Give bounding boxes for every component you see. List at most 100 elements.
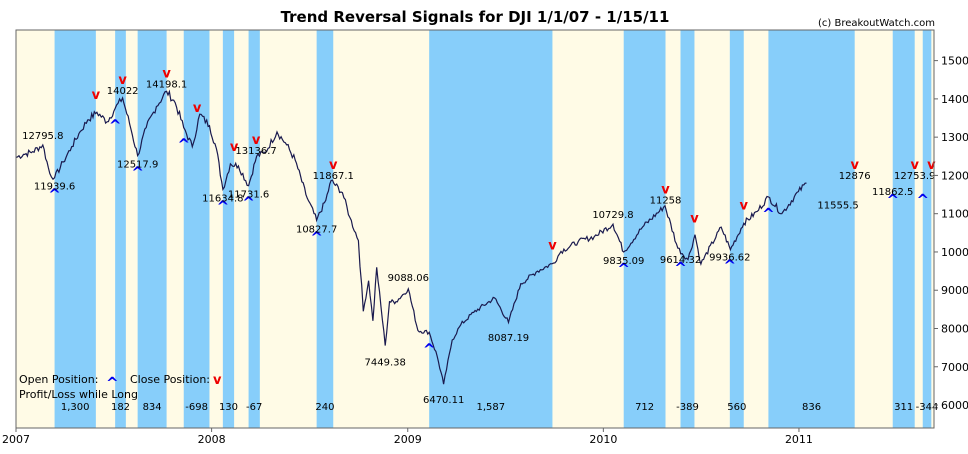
long-band-9 (680, 30, 695, 428)
pl-value-2: 834 (143, 402, 162, 413)
open-signal-icon-14: ^ (423, 340, 436, 358)
open-signal-icon-24: ^ (886, 191, 899, 209)
long-band-6 (316, 30, 334, 428)
signal-value-9835-09: 9835.09 (603, 256, 644, 267)
signal-value-12876: 12876 (839, 171, 871, 182)
long-band-3 (183, 30, 210, 428)
close-signal-icon-11: v (252, 133, 261, 148)
signal-value-13136-7: 13136.7 (235, 146, 276, 157)
price-line (15, 89, 807, 385)
close-signal-icon-9: v (230, 140, 239, 155)
long-band-12 (892, 30, 915, 428)
value-label-12795-8: 12795.8 (22, 131, 63, 142)
pl-value-8: 712 (635, 402, 654, 413)
y-tick-label-15000: 15000 (941, 55, 968, 68)
open-signal-icon-26: ^ (916, 191, 929, 209)
close-signal-icon-27: v (927, 158, 936, 173)
pl-labels: 1,300 182 834 -698 130 -67 240 1,587 712 -389 560 8… (61, 402, 938, 413)
y-tick-label-9000: 9000 (941, 284, 968, 297)
pl-value-6: 240 (315, 402, 334, 413)
plot-frame (15, 29, 935, 429)
close-signal-icon-3: v (118, 73, 127, 88)
signal-value-11634-8: 11634.8 (202, 193, 243, 204)
value-labels: 11939.6 14022 12517.9 14198.1 11634.811731.6… (22, 79, 935, 406)
open-signal-icon-20: ^ (724, 256, 737, 274)
legend-close-icon: v (213, 373, 222, 388)
open-signal-icon-4: ^ (131, 164, 144, 182)
value-label-6470-11: 6470.11 (423, 395, 464, 406)
x-tick-label-2009: 2009 (394, 433, 422, 446)
close-signal-icon-7: v (193, 101, 202, 116)
y-tick-label-11000: 11000 (941, 208, 968, 221)
close-signal-icon-13: v (329, 158, 338, 173)
signal-value-9936-62: 9936.62 (709, 252, 750, 263)
open-signal-icon-16: ^ (617, 260, 630, 278)
long-band-5 (248, 30, 260, 428)
open-signal-icon-10: ^ (242, 194, 255, 212)
pl-value-11: 836 (802, 402, 821, 413)
signal-value-11939-6: 11939.6 (34, 182, 75, 193)
pl-value-12: 311 (894, 402, 913, 413)
long-band-2 (137, 30, 167, 428)
value-label-10729-8: 10729.8 (592, 210, 633, 221)
pl-value-5: -67 (246, 402, 262, 413)
x-tick-label-2007: 2007 (2, 433, 30, 446)
chart-credit: (c) BreakoutWatch.com (818, 18, 935, 29)
y-tick-label-7000: 7000 (941, 361, 968, 374)
value-label-9088-06: 9088.06 (388, 273, 429, 284)
y-tick-label-8000: 8000 (941, 323, 968, 336)
long-band-0 (54, 30, 96, 428)
long-band-8 (623, 30, 666, 428)
signal-value-10827-7: 10827.7 (296, 224, 337, 235)
y-tick-label-10000: 10000 (941, 246, 968, 259)
x-tick-label-2011: 2011 (785, 433, 813, 446)
pl-value-9: -389 (676, 402, 699, 413)
legend-pl-label: Profit/Loss while Long (19, 388, 138, 401)
long-band-1 (115, 30, 126, 428)
close-signal-icon-17: v (661, 183, 670, 198)
long-band-10 (729, 30, 744, 428)
value-label-11555-5: 11555.5 (817, 200, 858, 211)
open-signal-icon-8: ^ (217, 197, 230, 215)
y-tick-label-6000: 6000 (941, 399, 968, 412)
chart-title: Trend Reversal Signals for DJI 1/1/07 - … (281, 8, 670, 26)
open-signal-icon-22: ^ (762, 205, 775, 223)
pl-value-10: 560 (727, 402, 746, 413)
open-signal-icon-6: ^ (177, 136, 190, 154)
close-signal-icon-5: v (162, 66, 171, 81)
signal-value-14022: 14022 (107, 86, 139, 97)
signal-value-11867-1: 11867.1 (313, 171, 354, 182)
pl-value-0: 1,300 (61, 402, 90, 413)
x-axis: 2007 2008 2009 2010 2011 (2, 428, 813, 446)
legend-close-label: Close Position: (130, 373, 210, 386)
pl-value-13: -344 (916, 402, 939, 413)
y-axis: 6000 7000 8000 9000 10000 11000 12000 13000 1400… (934, 55, 968, 412)
y-tick-label-12000: 12000 (941, 169, 968, 182)
close-signal-icon-25: v (910, 158, 919, 173)
value-label-8087-19: 8087.19 (488, 333, 529, 344)
legend-open-label: Open Position: (19, 373, 98, 386)
x-tick-label-2008: 2008 (198, 433, 226, 446)
trade-bands (16, 30, 934, 428)
value-label-7449-38: 7449.38 (365, 358, 406, 369)
close-signal-icon-21: v (740, 198, 749, 213)
signal-value-11862-5: 11862.5 (872, 187, 913, 198)
long-band-7 (429, 30, 553, 428)
open-signal-icon-18: ^ (674, 259, 687, 277)
long-band-11 (768, 30, 855, 428)
close-signal-icon-19: v (690, 212, 699, 227)
close-signal-icon-15: v (548, 239, 557, 254)
y-tick-label-14000: 14000 (941, 93, 968, 106)
long-band-13 (922, 30, 932, 428)
pl-value-7: 1,587 (476, 402, 505, 413)
signal-value-12753-9: 12753.9 (894, 171, 935, 182)
pl-value-4: 130 (219, 402, 238, 413)
signal-value-11731-6: 11731.6 (228, 190, 269, 201)
legend: Open Position: ^ Close Position: v Profi… (19, 373, 222, 401)
open-signal-icon-12: ^ (310, 228, 323, 246)
signal-value-11258: 11258 (650, 196, 682, 207)
open-signal-icon-0: ^ (48, 186, 61, 204)
price-layer (15, 89, 807, 385)
